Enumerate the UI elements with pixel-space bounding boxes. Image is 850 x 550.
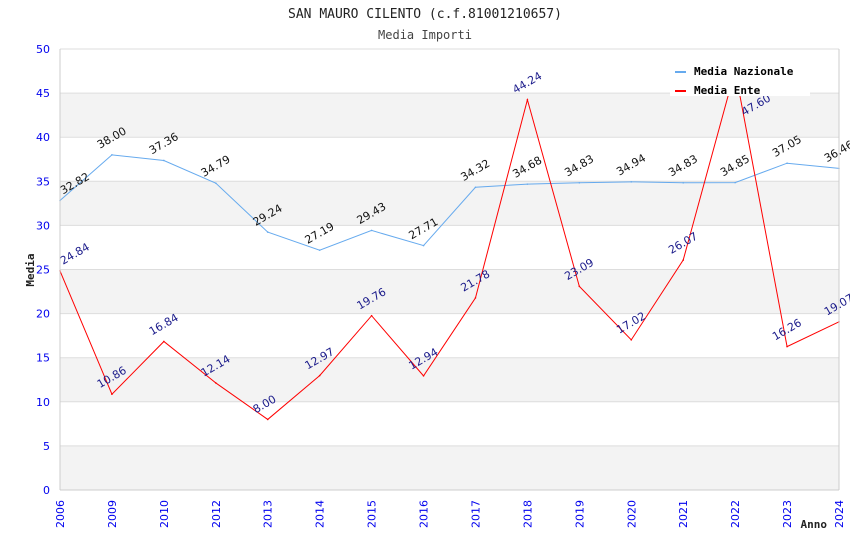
data-label: 34.68 xyxy=(510,154,544,181)
x-tick-label: 2009 xyxy=(106,500,119,528)
data-point xyxy=(163,159,165,162)
y-tick-label: 30 xyxy=(36,219,50,232)
data-point xyxy=(734,181,736,184)
x-tick-label: 2024 xyxy=(833,500,846,528)
x-tick-label: 2020 xyxy=(625,500,638,528)
grid-band xyxy=(60,269,839,314)
data-point xyxy=(630,181,633,183)
data-point xyxy=(422,244,425,247)
data-point xyxy=(786,345,788,348)
y-tick-label: 25 xyxy=(36,264,50,277)
y-tick-label: 0 xyxy=(43,484,50,497)
data-point xyxy=(526,99,529,101)
x-tick-label: 2023 xyxy=(781,500,794,528)
grid-band xyxy=(60,181,839,226)
chart-subtitle: Media Importi xyxy=(378,28,472,42)
series-line-media-nazionale xyxy=(59,154,840,251)
data-label: 16.26 xyxy=(770,316,804,343)
data-point xyxy=(630,339,633,341)
data-point xyxy=(526,183,529,185)
data-label: 26.07 xyxy=(666,230,700,257)
data-point xyxy=(266,231,269,233)
x-axis-label: Anno xyxy=(801,518,828,531)
data-point xyxy=(422,375,425,377)
data-label: 36.46 xyxy=(822,138,850,165)
y-tick-label: 35 xyxy=(36,175,50,188)
data-label: 34.83 xyxy=(562,152,596,179)
data-point xyxy=(370,314,373,317)
y-tick-label: 50 xyxy=(36,43,50,56)
data-label: 34.79 xyxy=(199,153,233,180)
x-tick-label: 2019 xyxy=(573,500,586,528)
data-label: 44.24 xyxy=(510,69,544,96)
grid-band xyxy=(60,93,839,138)
data-point xyxy=(215,382,217,384)
data-label: 34.94 xyxy=(614,151,648,178)
x-tick-label: 2017 xyxy=(469,500,482,528)
data-point xyxy=(111,154,113,156)
series-line-media-ente xyxy=(59,70,840,421)
x-tick-label: 2021 xyxy=(677,500,690,528)
x-tick-label: 2006 xyxy=(54,500,67,528)
x-tick-label: 2016 xyxy=(418,500,431,528)
legend: Media Nazionale Media Ente xyxy=(670,60,810,97)
y-tick-label: 40 xyxy=(36,131,50,144)
x-tick-label: 2010 xyxy=(158,500,171,528)
data-label: 24.84 xyxy=(58,241,92,268)
legend-label: Media Ente xyxy=(694,84,761,97)
data-point xyxy=(111,393,113,396)
chart-title: SAN MAURO CILENTO (c.f.81001210657) xyxy=(288,7,562,22)
data-label: 34.32 xyxy=(458,157,492,184)
grid-band xyxy=(60,357,839,402)
data-point xyxy=(370,229,373,232)
data-point xyxy=(578,285,581,288)
x-tick-label: 2012 xyxy=(210,500,223,528)
y-tick-label: 20 xyxy=(36,308,50,321)
data-label: 34.83 xyxy=(666,152,700,179)
data-point xyxy=(266,418,269,421)
data-label: 34.85 xyxy=(718,152,752,179)
data-point xyxy=(318,374,321,377)
legend-swatch xyxy=(675,90,686,92)
data-point xyxy=(163,340,165,343)
data-point xyxy=(578,181,581,184)
x-tick-label: 2022 xyxy=(729,500,742,528)
y-tick-label: 5 xyxy=(43,440,50,453)
data-point xyxy=(474,186,477,189)
x-tick-label: 2014 xyxy=(314,500,327,528)
x-tick-label: 2013 xyxy=(262,500,275,528)
y-tick-label: 15 xyxy=(36,352,50,365)
x-tick-label: 2015 xyxy=(366,500,379,528)
data-point xyxy=(318,249,321,251)
y-axis-label: Media xyxy=(24,253,37,286)
y-tick-label: 10 xyxy=(36,396,50,409)
legend-box xyxy=(670,60,810,96)
y-tick-label: 45 xyxy=(36,87,50,100)
x-tick-label: 2018 xyxy=(521,500,534,528)
data-label: 16.84 xyxy=(147,311,181,338)
data-point xyxy=(786,162,788,165)
grid-band xyxy=(60,445,839,490)
data-point xyxy=(215,182,217,184)
data-point xyxy=(474,297,477,299)
legend-label: Media Nazionale xyxy=(694,65,794,78)
data-point xyxy=(682,259,684,261)
legend-swatch xyxy=(675,71,686,73)
data-point xyxy=(682,181,684,184)
